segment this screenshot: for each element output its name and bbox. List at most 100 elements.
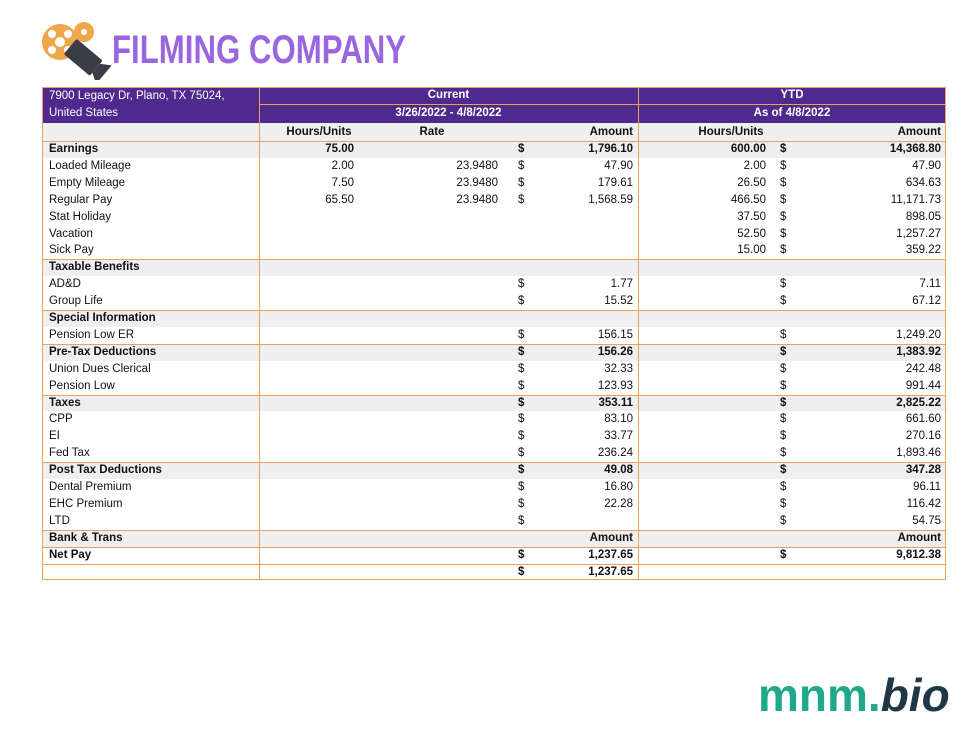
cell: $ [518,278,525,291]
cell: $ [780,210,787,223]
row-label: Pre-Tax Deductions [49,345,157,358]
section-row [42,259,946,277]
cell: $ [780,447,787,460]
cell: 1,257.27 [896,227,941,240]
section-row [42,462,946,479]
cell: $ [518,295,525,308]
cell: Amount [589,531,633,544]
row-label: Bank & Trans [49,531,123,544]
cell: 1,796.10 [588,143,633,155]
cell: $ [780,176,787,189]
divider [638,87,639,580]
row-label: EI [49,430,60,443]
row-label: Pension Low ER [49,328,135,341]
cell: 22.28 [604,497,633,510]
column-header: Hours/Units [286,126,352,138]
row-label: Group Life [49,295,103,308]
row-label: Net Pay [49,548,92,561]
cell: 236.24 [597,447,633,460]
cell: 1,568.59 [588,193,633,206]
cell: 156.15 [597,328,633,341]
cell: $ [780,328,787,341]
cell: $ [518,379,525,392]
cell: 83.10 [604,413,633,426]
cell: $ [518,396,525,409]
cell: Amount [897,531,941,544]
cell: $ [518,143,525,155]
cell: $ [780,497,787,510]
cell: 37.50 [737,210,766,223]
cell: 2,825.22 [896,396,941,409]
cell: $ [518,514,525,527]
as-of: As of 4/8/2022 [638,105,946,123]
cell: $ [780,159,787,172]
row-label: Post Tax Deductions [49,464,162,477]
row-label: LTD [49,514,70,527]
cell: 179.61 [597,176,633,189]
cell: 11,171.73 [890,193,941,206]
table-border [42,87,946,580]
cell: 65.50 [325,193,354,206]
cell: 2.00 [743,159,766,172]
cell: $ [780,396,787,409]
cell: 67.12 [912,295,941,308]
cell: $ [518,345,525,358]
row-label: Pension Low [49,379,115,392]
section-row [42,310,946,327]
ytd-header: YTD [638,87,946,105]
cell: 1,383.92 [896,345,941,358]
cell: 661.60 [905,413,941,426]
cell: $ [780,362,787,375]
cell: $ [780,295,787,308]
cell: 600.00 [730,143,766,155]
cell: 466.50 [730,193,766,206]
cell: $ [780,464,787,477]
row-label: Union Dues Clerical [49,362,151,375]
cell: 991.44 [905,379,941,392]
cell: 347.28 [905,464,941,477]
cell: $ [780,278,787,291]
cell: 75.00 [325,143,354,155]
cell: 898.05 [905,210,941,223]
cell: 156.26 [597,345,633,358]
row-label: Special Information [49,312,156,324]
row-label: Loaded Mileage [49,159,131,172]
section-row [42,394,946,412]
cell: 634.63 [905,176,941,189]
column-header: Hours/Units [698,126,764,138]
cell: $ [780,244,787,257]
cell: 242.48 [905,362,941,375]
section-row [42,343,946,361]
cell: 23.9480 [456,176,498,189]
section-row [42,563,946,581]
cell: $ [518,362,525,375]
cell: 1,237.65 [588,565,633,578]
cell: $ [780,379,787,392]
cell: 116.42 [906,497,941,510]
cell: 1,237.65 [588,548,633,561]
cell: 23.9480 [456,193,498,206]
cell: 7.11 [919,278,941,291]
section-row [42,546,946,564]
row-label: Taxable Benefits [49,261,140,274]
cell: $ [780,481,787,493]
section-row [42,141,946,158]
section-row [42,529,946,547]
cell: 47.90 [912,159,941,172]
cell: 15.00 [737,244,766,257]
cell: $ [780,514,787,527]
cell: $ [518,565,525,578]
cell: 9,812.38 [896,548,941,561]
cell: 1,249.20 [896,328,941,341]
row-label: Fed Tax [49,447,90,460]
brand-b: bio [880,669,950,721]
cell: 1,893.46 [896,447,941,460]
cell: $ [780,413,787,426]
cell: $ [780,345,787,358]
cell: $ [518,481,525,493]
column-header: Amount [897,126,941,138]
row-label: AD&D [49,278,81,291]
row-label: Regular Pay [49,193,113,206]
cell: 26.50 [737,176,766,189]
